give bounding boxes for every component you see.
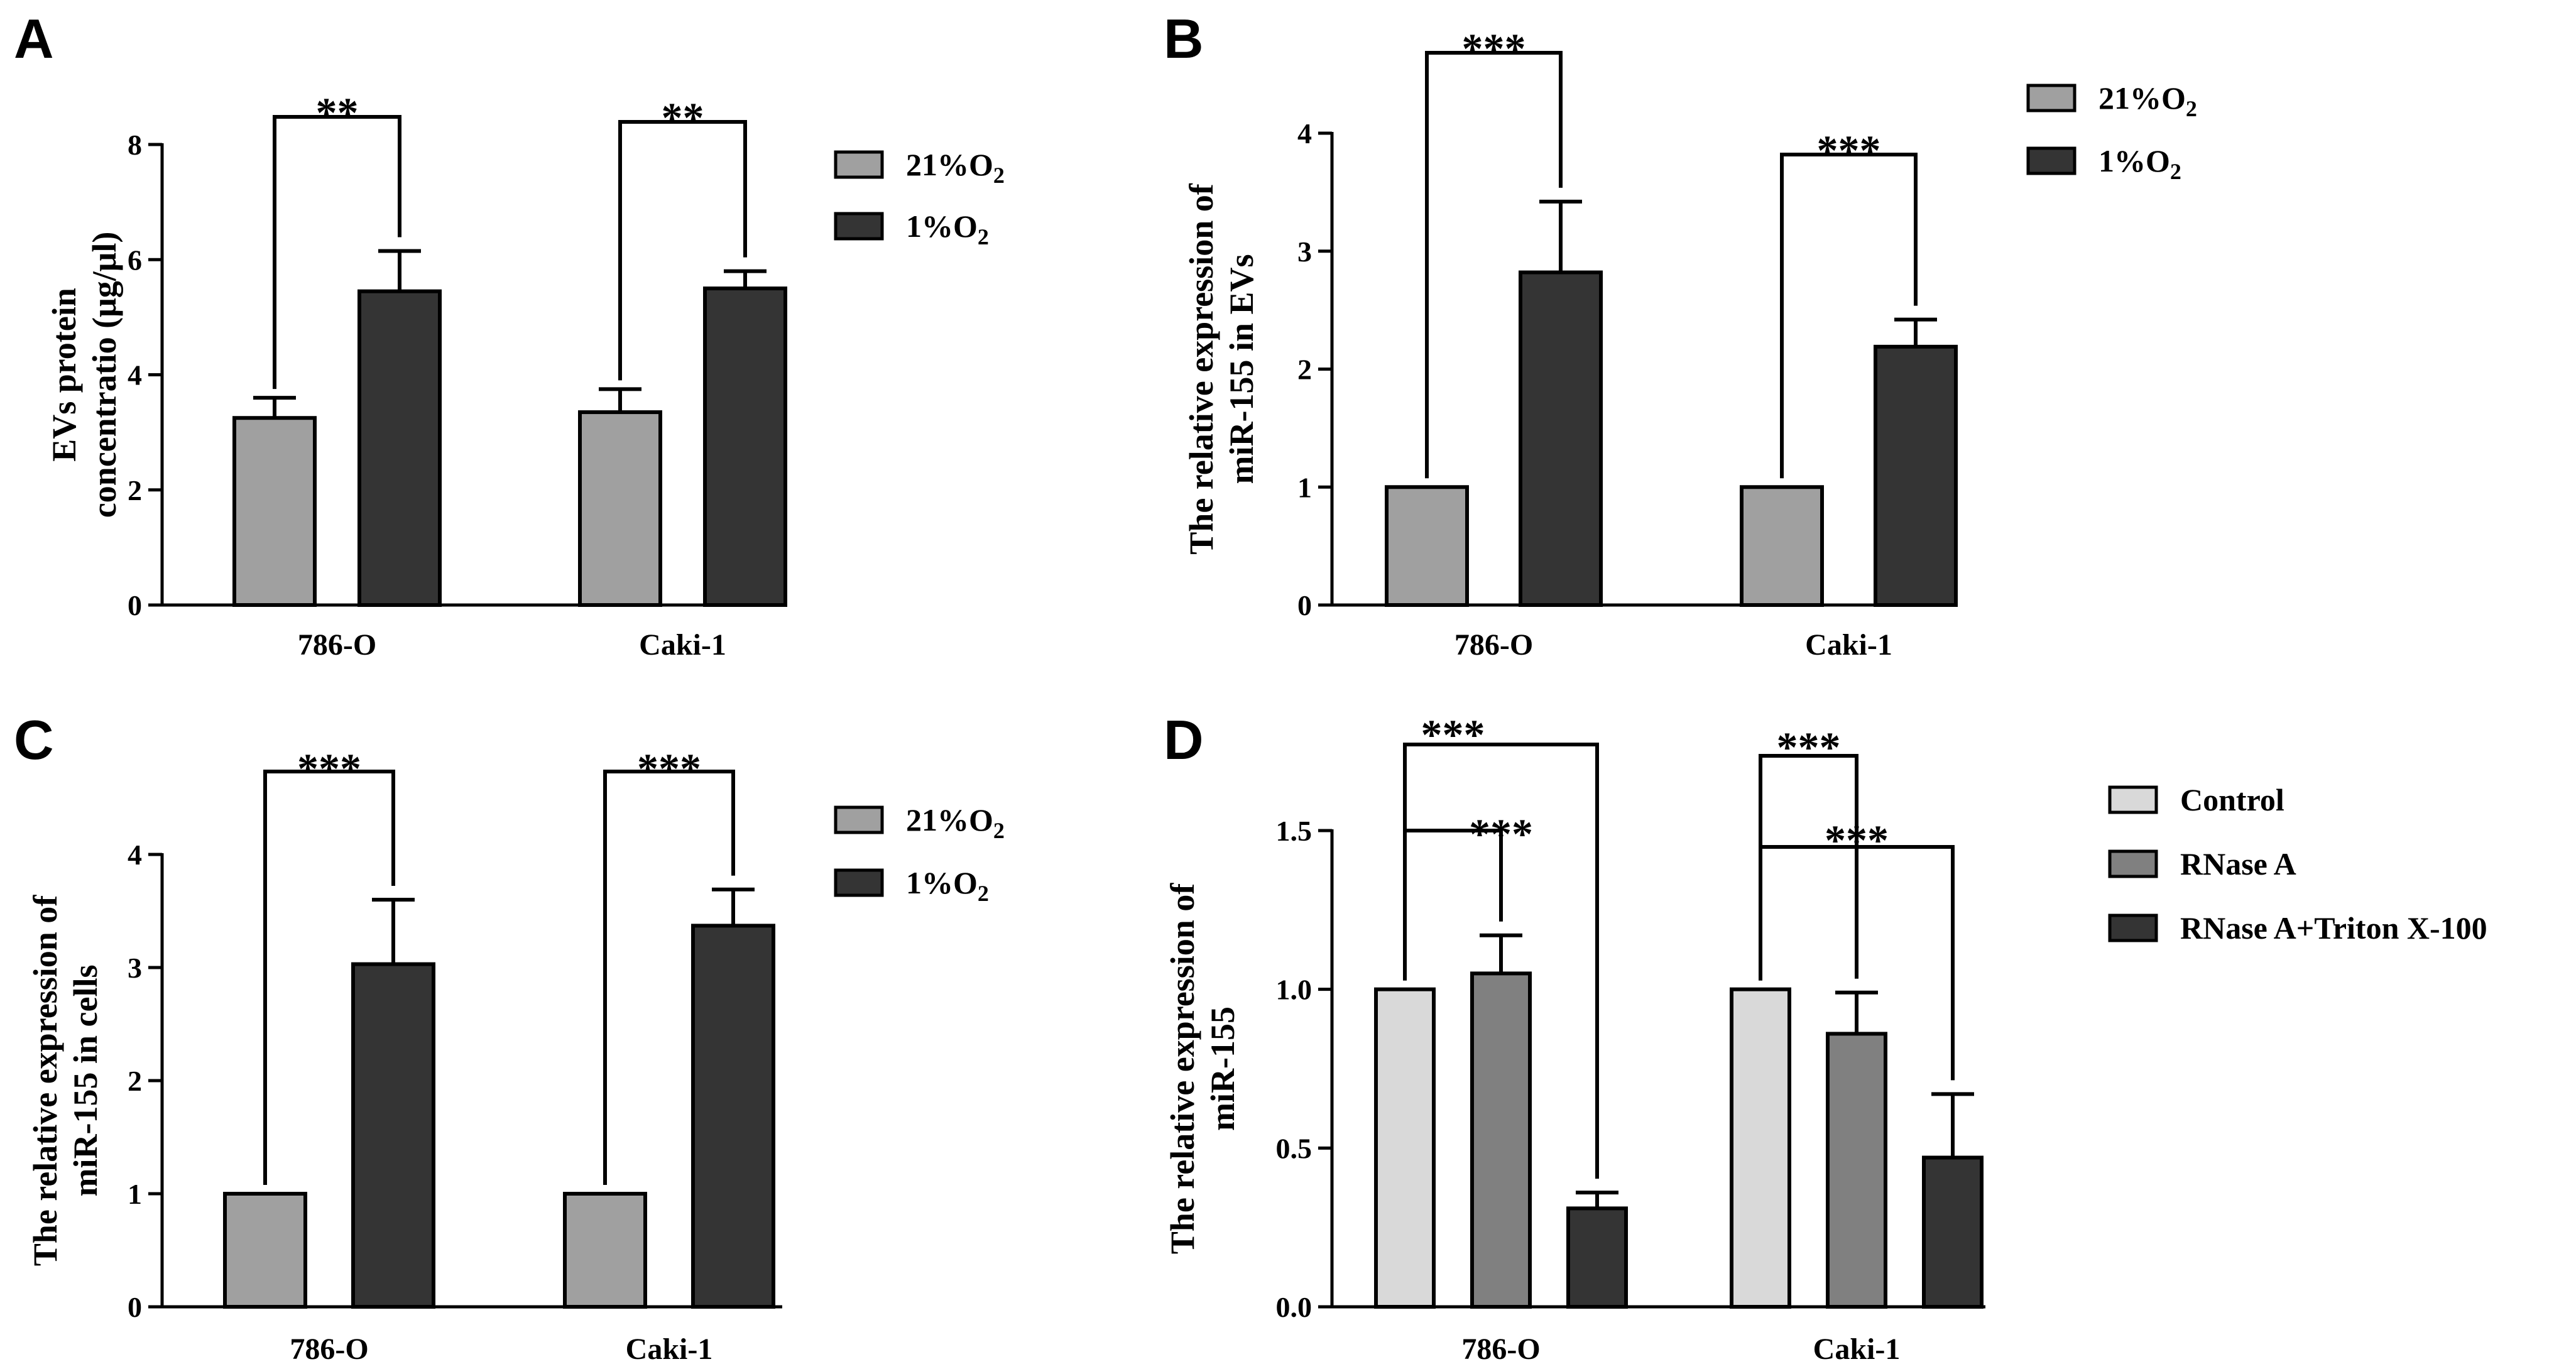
- y-tick-label: 2: [128, 1065, 142, 1097]
- y-tick-label: 1.5: [1276, 815, 1313, 847]
- significance-bracket: [1403, 743, 1599, 1179]
- legend-swatch: [2026, 84, 2077, 112]
- significance-label: **: [662, 94, 704, 141]
- significance-label: ***: [1421, 711, 1485, 758]
- y-tick-label: 2: [128, 474, 142, 506]
- bar: [563, 1192, 647, 1309]
- legend-label: 1%O2: [906, 209, 989, 249]
- bar: [1566, 1206, 1628, 1309]
- legend-swatch: [834, 868, 884, 897]
- legend-swatch: [2108, 849, 2158, 878]
- y-tick-label: 0.0: [1276, 1291, 1313, 1323]
- bar: [232, 416, 317, 607]
- significance-label: ***: [1469, 810, 1533, 858]
- significance-label: ***: [1462, 25, 1526, 72]
- legend-swatch: [2026, 146, 2077, 175]
- significance-label: ***: [1825, 816, 1889, 864]
- y-tick-label: 4: [1297, 117, 1312, 150]
- x-tick-label: Caki-1: [1813, 1333, 1901, 1366]
- chart-panel-a: A 0 2 4 6 8 EVs proteinconcentratio (μg/μl) 786…: [14, 8, 1005, 662]
- bar: [1922, 1155, 1984, 1309]
- bar: [578, 410, 662, 608]
- y-tick-label: 1: [1297, 471, 1312, 503]
- significance-label: ***: [637, 744, 701, 792]
- legend-label: 21%O2: [906, 802, 1005, 843]
- bar: [1730, 987, 1791, 1309]
- y-tick-label: 0: [128, 1291, 142, 1323]
- y-axis-label: The relative expression ofmiR-155: [1164, 883, 1242, 1254]
- y-tick-label: 6: [128, 244, 142, 276]
- legend-label: 21%O2: [2098, 80, 2197, 121]
- significance-bracket: [273, 115, 401, 390]
- y-tick-label: 1: [128, 1178, 142, 1210]
- x-tick-label: 786-O: [1461, 1333, 1540, 1366]
- legend-swatch: [834, 212, 884, 241]
- y-tick-label: 8: [128, 129, 142, 161]
- x-tick-label: Caki-1: [1805, 628, 1892, 662]
- y-tick-label: 4: [128, 839, 142, 871]
- legend-swatch: [2108, 914, 2158, 942]
- legend-label: RNase A: [2180, 846, 2296, 881]
- panel-label: C: [14, 709, 54, 771]
- bar: [1519, 270, 1603, 608]
- legend-swatch: [2108, 785, 2158, 814]
- bar: [223, 1192, 307, 1309]
- x-tick-label: Caki-1: [626, 1333, 713, 1366]
- significance-bracket: [1759, 845, 1955, 1081]
- legend-label: 1%O2: [906, 865, 989, 906]
- bar: [1470, 971, 1532, 1309]
- y-tick-label: 2: [1297, 354, 1312, 386]
- legend-swatch: [834, 150, 884, 179]
- bar: [1374, 987, 1436, 1309]
- significance-label: **: [316, 89, 359, 136]
- y-axis-label: The relative expression ofmiR-155 in cel…: [26, 895, 104, 1266]
- significance-label: ***: [297, 744, 361, 792]
- x-tick-label: 786-O: [298, 628, 376, 662]
- significance-bracket: [1759, 754, 1858, 981]
- panel-label: A: [14, 8, 54, 70]
- chart-panel-b: B 0 1 2 3 4 The relative expression ofmiR-155 …: [1164, 8, 2197, 662]
- y-tick-label: 0: [1297, 589, 1312, 621]
- significance-bracket: [263, 770, 395, 1185]
- significance-bracket: [1425, 51, 1563, 479]
- y-tick-label: 3: [1297, 236, 1312, 268]
- significance-label: ***: [1817, 126, 1881, 174]
- y-tick-label: 1.0: [1276, 974, 1313, 1006]
- x-tick-label: Caki-1: [639, 628, 726, 662]
- legend-label: Control: [2180, 782, 2284, 817]
- y-axis-label: EVs proteinconcentratio (μg/μl): [45, 232, 123, 518]
- panel-label: B: [1164, 8, 1204, 70]
- y-tick-label: 3: [128, 952, 142, 984]
- chart-panel-d: D 0.0 0.5 1.0 1.5 The relative expression ofm…: [1164, 709, 2487, 1366]
- bar: [703, 286, 787, 607]
- significance-bracket: [603, 770, 735, 1185]
- y-tick-label: 4: [128, 359, 142, 391]
- x-tick-label: 786-O: [290, 1333, 368, 1366]
- legend-label: 21%O2: [906, 147, 1005, 188]
- bar: [357, 289, 442, 607]
- y-tick-label: 0.5: [1276, 1132, 1313, 1164]
- y-tick-label: 0: [128, 589, 142, 621]
- y-axis-label: The relative expression ofmiR-155 in EVs: [1182, 183, 1260, 554]
- legend-swatch: [834, 805, 884, 834]
- bar: [1740, 485, 1824, 607]
- bar: [351, 962, 435, 1309]
- legend-label: RNase A+Triton X-100: [2180, 910, 2487, 946]
- bar: [1826, 1032, 1887, 1309]
- panel-label: D: [1164, 709, 1204, 771]
- bar: [1385, 485, 1469, 607]
- bar: [1874, 344, 1958, 607]
- bar: [691, 924, 775, 1309]
- significance-bracket: [618, 120, 747, 381]
- legend-label: 1%O2: [2098, 143, 2181, 184]
- significance-bracket: [1780, 153, 1918, 479]
- x-tick-label: 786-O: [1454, 628, 1533, 662]
- significance-label: ***: [1777, 723, 1841, 771]
- chart-panel-c: C 0 1 2 3 4 The relative expression ofmiR-155 …: [14, 709, 1005, 1366]
